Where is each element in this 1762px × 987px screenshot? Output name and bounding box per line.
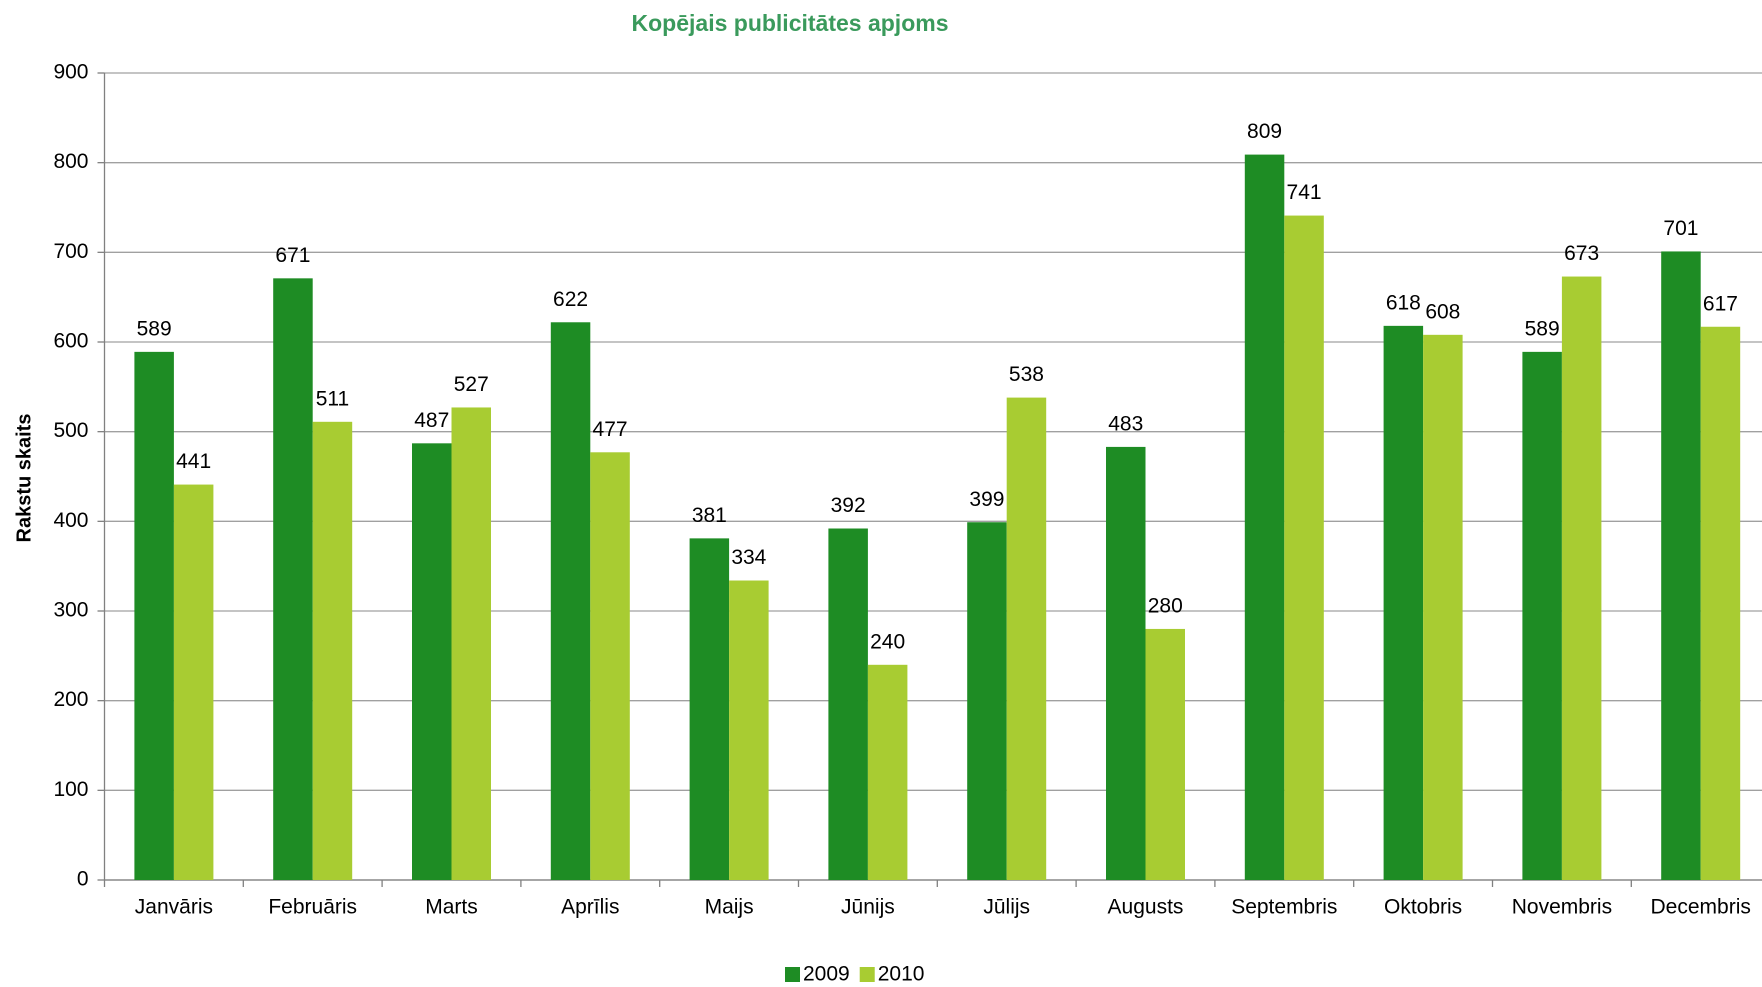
bar (451, 407, 491, 880)
bar (312, 421, 353, 880)
bar (173, 484, 214, 880)
x-tick-label: Decembris (1651, 896, 1751, 919)
bar (867, 664, 908, 880)
bar (134, 351, 174, 880)
data-label: 392 (831, 494, 866, 517)
data-label: 334 (731, 546, 766, 569)
bar (1661, 251, 1701, 881)
bar (1244, 154, 1285, 880)
x-tick-label: Februāris (268, 896, 357, 919)
data-label: 399 (969, 488, 1004, 511)
bar (729, 580, 769, 880)
legend-swatch (785, 967, 800, 982)
data-label: 487 (414, 409, 449, 432)
y-tick-label: 800 (53, 150, 88, 173)
bar (1106, 446, 1146, 880)
data-label: 477 (593, 418, 628, 441)
y-tick-label: 400 (53, 509, 88, 532)
y-tick-label: 300 (53, 599, 88, 622)
legend-label: 2010 (878, 963, 925, 986)
bar (1700, 326, 1741, 880)
y-tick-label: 500 (53, 419, 88, 442)
x-tick-label: Augusts (1108, 896, 1184, 919)
data-label: 741 (1287, 181, 1322, 204)
x-tick-label: Jūlijs (983, 896, 1030, 919)
data-label: 809 (1247, 120, 1282, 143)
chart-title: Kopējais publicitātes apjoms (632, 10, 949, 36)
bar (1423, 334, 1463, 880)
x-tick-label: Marts (425, 896, 478, 919)
data-label: 608 (1425, 300, 1460, 323)
data-label: 511 (316, 387, 349, 410)
bar (1145, 628, 1185, 880)
bar (828, 528, 868, 880)
bar (273, 278, 313, 880)
data-label: 381 (692, 504, 727, 527)
legend-label: 2009 (803, 963, 850, 986)
bar (1561, 276, 1602, 880)
data-label: 441 (176, 450, 211, 473)
x-tick-label: Maijs (705, 896, 754, 919)
y-tick-label: 700 (53, 240, 88, 263)
data-label: 622 (553, 288, 588, 311)
bar (550, 322, 591, 881)
x-tick-label: Oktobris (1384, 896, 1462, 919)
bar (689, 538, 730, 880)
data-label: 483 (1108, 412, 1143, 435)
data-label: 538 (1009, 363, 1044, 386)
bar (1284, 215, 1324, 880)
data-label: 589 (137, 317, 172, 340)
x-tick-label: Janvāris (135, 896, 213, 919)
y-axis-label: Rakstu skaits (13, 414, 35, 543)
y-tick-label: 200 (53, 688, 88, 711)
data-label: 280 (1148, 594, 1183, 617)
y-tick-label: 100 (53, 778, 88, 801)
y-tick-label: 900 (53, 61, 88, 84)
x-tick-label: Septembris (1231, 896, 1337, 919)
bar (1006, 397, 1047, 880)
data-label: 240 (870, 630, 905, 653)
data-label: 618 (1386, 291, 1421, 314)
data-label: 671 (275, 244, 310, 267)
bar (967, 522, 1007, 880)
data-label: 589 (1525, 317, 1560, 340)
x-tick-label: Jūnijs (841, 896, 895, 919)
bar (1522, 351, 1562, 880)
y-tick-label: 600 (53, 330, 88, 353)
y-tick-label: 0 (77, 868, 89, 891)
data-label: 701 (1663, 217, 1698, 240)
bar (412, 443, 452, 880)
bar (590, 452, 630, 880)
data-label: 527 (454, 373, 489, 396)
x-tick-label: Novembris (1512, 896, 1612, 919)
data-label: 617 (1703, 292, 1738, 315)
bar (1383, 325, 1424, 880)
legend-swatch (859, 967, 875, 982)
x-tick-label: Aprīlis (561, 896, 619, 919)
data-label: 673 (1564, 242, 1599, 265)
